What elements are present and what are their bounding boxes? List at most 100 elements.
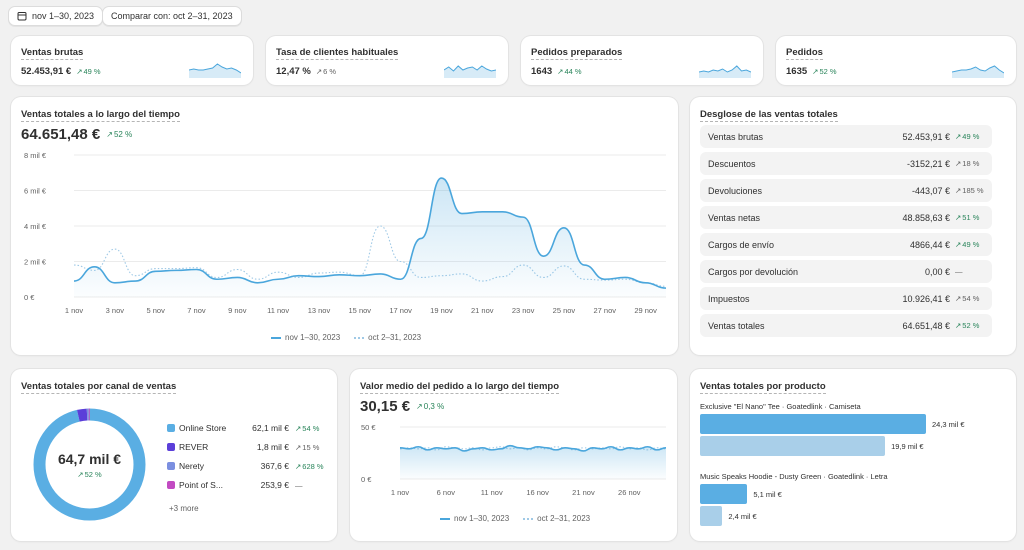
series-line-previous[interactable]: [399, 446, 667, 451]
donut-slice[interactable]: [33, 408, 146, 521]
data-point[interactable]: [654, 447, 659, 452]
product-bar-current[interactable]: [700, 484, 748, 504]
delta-badge: ↗ 6 %: [316, 67, 336, 76]
channel-row[interactable]: REVER 1,8 mil € ↗ 15 %: [167, 442, 327, 452]
data-point[interactable]: [443, 446, 448, 451]
data-point[interactable]: [276, 277, 281, 282]
breakdown-row[interactable]: Impuestos 10.926,41 € ↗ 54 %: [700, 287, 992, 310]
data-point[interactable]: [553, 447, 558, 452]
data-point[interactable]: [521, 215, 526, 220]
data-point[interactable]: [398, 277, 403, 282]
legend-item-previous[interactable]: oct 2–31, 2023: [523, 514, 590, 523]
data-point[interactable]: [608, 444, 613, 449]
breakdown-row[interactable]: Ventas totales 64.651,48 € ↗ 52 %: [700, 314, 992, 337]
data-point[interactable]: [416, 444, 421, 449]
breakdown-row[interactable]: Cargos por devolución 0,00 € —: [700, 260, 992, 283]
data-point[interactable]: [645, 444, 650, 449]
data-point[interactable]: [439, 176, 444, 181]
data-point[interactable]: [664, 286, 669, 291]
compare-picker[interactable]: Comparar con: oct 2–31, 2023: [102, 6, 242, 26]
data-point[interactable]: [453, 445, 458, 450]
data-point[interactable]: [561, 225, 566, 230]
x-tick-label: 6 nov: [437, 488, 456, 497]
data-point[interactable]: [623, 275, 628, 280]
kpi-card-orders-fulfilled[interactable]: Pedidos preparados 1643 ↗ 44 %: [521, 36, 763, 85]
product-bar-previous[interactable]: [700, 506, 723, 526]
data-point[interactable]: [398, 445, 403, 450]
data-point[interactable]: [480, 445, 485, 450]
data-point[interactable]: [500, 209, 505, 214]
series-line-current[interactable]: [73, 177, 667, 289]
channel-row[interactable]: Point of S... 253,9 € —: [167, 480, 327, 490]
channel-row[interactable]: Nerety 367,6 € ↗ 628 %: [167, 461, 327, 471]
product-bar-current[interactable]: [700, 414, 926, 434]
data-point[interactable]: [563, 445, 568, 450]
data-point[interactable]: [618, 447, 623, 452]
data-point[interactable]: [337, 272, 342, 277]
data-point[interactable]: [378, 271, 383, 276]
data-point[interactable]: [627, 445, 632, 450]
data-point[interactable]: [296, 273, 301, 278]
channel-donut-chart[interactable]: [31, 406, 148, 523]
legend-item-current[interactable]: nov 1–30, 2023: [271, 333, 340, 342]
data-point[interactable]: [572, 446, 577, 451]
aov-line-chart[interactable]: 50 € 0 € 1 nov 6 nov 11 nov 16 nov 21 nov 26 no…: [350, 419, 677, 504]
data-point[interactable]: [407, 446, 412, 451]
data-point[interactable]: [316, 274, 321, 279]
data-point[interactable]: [590, 445, 595, 450]
data-point[interactable]: [602, 277, 607, 282]
data-point[interactable]: [508, 443, 513, 448]
data-point[interactable]: [480, 209, 485, 214]
data-point[interactable]: [643, 280, 648, 285]
sales-line-chart[interactable]: 8 mil € 6 mil € 4 mil € 2 mil € 0 € 1 nov 3 no…: [11, 147, 678, 322]
data-point[interactable]: [535, 444, 540, 449]
data-point[interactable]: [112, 280, 117, 285]
data-point[interactable]: [357, 273, 362, 278]
date-range-picker[interactable]: nov 1–30, 2023: [8, 6, 104, 26]
data-point[interactable]: [459, 211, 464, 216]
data-point[interactable]: [581, 448, 586, 453]
kpi-card-returning-customers[interactable]: Tasa de clientes habituales 12,47 % ↗ 6 %: [266, 36, 508, 85]
kpi-value-row: 1643 ↗ 44 %: [531, 66, 582, 77]
data-point[interactable]: [498, 446, 503, 451]
breakdown-row[interactable]: Ventas brutas 52.453,91 € ↗ 49 %: [700, 125, 992, 148]
data-point[interactable]: [235, 275, 240, 280]
delta-badge: ↗ 18 %: [955, 159, 979, 168]
data-point[interactable]: [517, 445, 522, 450]
kpi-card-orders[interactable]: Pedidos 1635 ↗ 52 %: [776, 36, 1016, 85]
sales-by-product-card: Ventas totales por producto Exclusive "E…: [690, 369, 1016, 541]
product-bar-previous[interactable]: [700, 436, 886, 456]
data-point[interactable]: [72, 279, 77, 284]
data-point[interactable]: [582, 263, 587, 268]
data-point[interactable]: [153, 269, 158, 274]
data-point[interactable]: [255, 280, 260, 285]
data-point[interactable]: [434, 445, 439, 450]
data-point[interactable]: [664, 445, 669, 450]
breakdown-row[interactable]: Descuentos -3152,21 € ↗ 18 %: [700, 152, 992, 175]
data-point[interactable]: [541, 254, 546, 259]
delta-badge: ↗ 52 %: [106, 130, 132, 139]
legend-item-previous[interactable]: oct 2–31, 2023: [354, 333, 421, 342]
data-point[interactable]: [599, 446, 604, 451]
data-point[interactable]: [214, 277, 219, 282]
breakdown-row[interactable]: Ventas netas 48.858,63 € ↗ 51 %: [700, 206, 992, 229]
data-point[interactable]: [489, 447, 494, 452]
data-point[interactable]: [92, 264, 97, 269]
data-point[interactable]: [471, 446, 476, 451]
more-channels-link[interactable]: +3 more: [169, 504, 199, 513]
legend-item-current[interactable]: nov 1–30, 2023: [440, 514, 509, 523]
data-point[interactable]: [194, 267, 199, 272]
channel-row[interactable]: Online Store 62,1 mil € ↗ 54 %: [167, 423, 327, 433]
breakdown-row[interactable]: Cargos de envío 4866,44 € ↗ 49 %: [700, 233, 992, 256]
data-point[interactable]: [636, 446, 641, 451]
series-line-current[interactable]: [399, 444, 667, 452]
data-point[interactable]: [419, 236, 424, 241]
data-point[interactable]: [133, 279, 138, 284]
data-point[interactable]: [526, 446, 531, 451]
breakdown-row[interactable]: Devoluciones -443,07 € ↗ 185 %: [700, 179, 992, 202]
data-point[interactable]: [544, 445, 549, 450]
data-point[interactable]: [174, 268, 179, 273]
kpi-card-gross-sales[interactable]: Ventas brutas 52.453,91 € ↗ 49 %: [11, 36, 253, 85]
data-point[interactable]: [425, 447, 430, 452]
data-point[interactable]: [462, 448, 467, 453]
